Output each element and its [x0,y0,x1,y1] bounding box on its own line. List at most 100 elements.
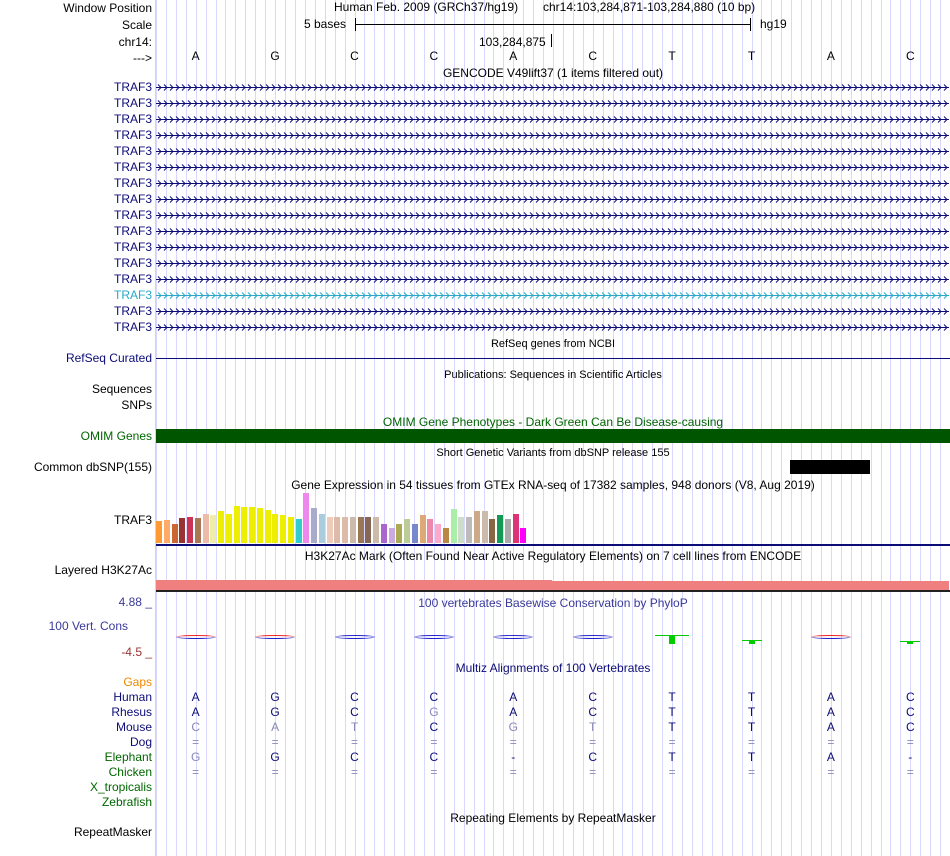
species-label[interactable]: Elephant [104,750,152,764]
gencode-item-label[interactable]: TRAF3 [113,112,152,126]
phylop-track[interactable] [156,620,950,650]
gtex-tissue-bar[interactable] [373,516,379,543]
gtex-tissue-bar[interactable] [473,511,480,543]
gencode-transcript[interactable] [156,192,949,207]
gtex-tissue-bar[interactable] [295,519,302,543]
gtex-tissue-bar[interactable] [311,508,317,543]
gtex-tissue-bar[interactable] [194,518,201,543]
gencode-item-label[interactable]: TRAF3 [113,144,152,158]
gtex-tissue-bar[interactable] [497,515,503,543]
gencode-transcript[interactable] [156,128,949,143]
gtex-tissue-bar[interactable] [442,528,449,543]
gencode-item-label[interactable]: TRAF3 [113,304,152,318]
h3k27ac-signal-left[interactable] [156,580,552,590]
gtex-label[interactable]: TRAF3 [113,513,152,527]
gtex-tissue-bar[interactable] [280,515,286,543]
gtex-tissue-bar[interactable] [249,507,255,543]
position-text[interactable]: chr14:103,284,871-103,284,880 (10 bp) [543,0,756,14]
gtex-tissue-bar[interactable] [233,506,240,543]
gencode-transcript[interactable] [156,224,949,239]
gencode-transcript[interactable] [156,80,949,95]
gtex-tissue-bar[interactable] [349,516,356,543]
gencode-transcript[interactable] [156,96,949,111]
gtex-tissue-bar[interactable] [318,514,325,543]
gencode-transcript[interactable] [156,208,949,223]
phylop-score-mark[interactable] [900,641,921,644]
gtex-tissue-bar[interactable] [365,516,372,543]
gencode-item-label[interactable]: TRAF3 [113,80,152,94]
gtex-tissue-bar[interactable] [272,514,279,543]
gencode-transcript[interactable] [156,304,949,319]
gtex-tissue-bar[interactable] [218,511,224,543]
gencode-transcript[interactable] [156,176,949,191]
gtex-tissue-bar[interactable] [512,514,519,543]
gtex-tissue-bar[interactable] [225,514,232,543]
sequences-label[interactable]: Sequences [91,382,152,396]
h3k27ac-label[interactable]: Layered H3K27Ac [54,563,152,577]
gencode-transcript[interactable] [156,288,949,303]
gencode-item-label[interactable]: TRAF3 [113,128,152,142]
gtex-tissue-bar[interactable] [404,519,410,543]
cons-label[interactable]: 100 Vert. Cons [48,619,128,633]
species-label[interactable]: Mouse [115,720,152,734]
snps-label[interactable]: SNPs [121,398,152,412]
phylop-score-mark[interactable] [493,635,534,639]
gencode-item-label[interactable]: TRAF3 [113,272,152,286]
gtex-tissue-bar[interactable] [466,516,472,543]
gtex-tissue-bar[interactable] [419,515,426,543]
gtex-tissue-bar[interactable] [256,508,263,543]
gtex-tissue-bar[interactable] [504,519,511,543]
gencode-transcript[interactable] [156,240,949,255]
gencode-transcript[interactable] [156,256,949,271]
species-label[interactable]: X_tropicalis [89,780,152,794]
gtex-tissue-bar[interactable] [287,517,294,543]
repeatmasker-label[interactable]: RepeatMasker [73,825,152,839]
species-label[interactable]: Dog [129,735,152,749]
gencode-item-label[interactable]: TRAF3 [113,176,152,190]
omim-label[interactable]: OMIM Genes [80,429,152,443]
dbsnp-label[interactable]: Common dbSNP(155) [33,460,152,474]
gtex-tissue-bar[interactable] [388,528,395,543]
gtex-tissue-bar[interactable] [241,507,248,543]
gtex-tissue-bar[interactable] [202,514,209,543]
gtex-tissue-bar[interactable] [520,528,527,543]
gtex-tissue-bar[interactable] [435,524,441,543]
phylop-score-mark[interactable] [175,635,216,639]
gtex-tissue-bar[interactable] [357,516,364,543]
gtex-tissue-bar[interactable] [489,519,496,543]
gtex-tissue-bar[interactable] [427,519,434,543]
gtex-tissue-bar[interactable] [450,509,457,543]
gtex-tissue-bar[interactable] [380,524,387,543]
gtex-tissue-bar[interactable] [481,511,488,543]
gtex-tissue-bar[interactable] [187,517,193,543]
refseq-line[interactable] [156,358,950,359]
gtex-tissue-bar[interactable] [171,524,178,543]
species-label[interactable]: Chicken [108,765,152,779]
phylop-score-mark[interactable] [655,635,690,644]
gtex-tissue-bar[interactable] [163,519,170,543]
phylop-score-mark[interactable] [334,635,375,639]
omim-bar[interactable] [156,429,950,443]
gencode-item-label[interactable]: TRAF3 [113,208,152,222]
gencode-item-label[interactable]: TRAF3 [113,320,152,334]
gtex-tissue-bar[interactable] [326,516,333,543]
species-label[interactable]: Human [113,690,152,704]
gtex-tissue-bar[interactable] [156,520,162,543]
species-label[interactable]: Zebrafish [101,795,152,809]
gtex-tissue-bar[interactable] [210,515,217,543]
gencode-item-label[interactable]: TRAF3 [113,96,152,110]
gencode-transcript[interactable] [156,144,949,159]
gencode-item-label[interactable]: TRAF3 [113,256,152,270]
species-label[interactable]: Rhesus [111,705,152,719]
gtex-tissue-bar[interactable] [458,516,465,543]
dbsnp-variant[interactable] [790,460,870,474]
phylop-score-mark[interactable] [413,635,454,639]
gencode-transcript[interactable] [156,112,949,127]
gtex-tissue-bar[interactable] [342,516,348,543]
gtex-tissue-bar[interactable] [411,524,418,543]
gtex-tissue-bar[interactable] [396,524,403,543]
gencode-item-label[interactable]: TRAF3 [113,288,152,302]
gtex-tissue-bar[interactable] [303,493,310,543]
gencode-item-label[interactable]: TRAF3 [113,160,152,174]
gencode-item-label[interactable]: TRAF3 [113,240,152,254]
